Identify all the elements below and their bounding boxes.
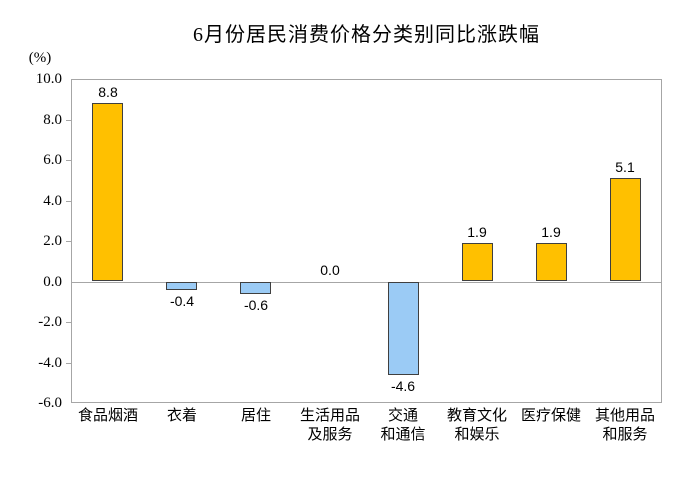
bar-value-label: 8.8: [98, 84, 118, 100]
zero-baseline: [72, 282, 661, 283]
bar: [462, 243, 493, 282]
bar: [240, 281, 271, 294]
bar: [536, 243, 567, 282]
y-tick-label: 2.0: [43, 233, 62, 249]
category-label: 居住: [240, 408, 271, 424]
y-tick-label: -2.0: [38, 314, 62, 330]
bar-value-label: 1.9: [467, 224, 487, 240]
bar-value-label: -0.6: [243, 297, 269, 313]
y-tick-label: 4.0: [43, 192, 62, 209]
y-tick-label: 6.0: [43, 152, 62, 168]
y-tick-mark: [66, 363, 71, 364]
bar: [610, 178, 641, 282]
bar: [92, 103, 123, 282]
y-tick-label: 0.0: [43, 273, 62, 290]
y-tick-label: -4.0: [38, 354, 62, 371]
category-label: 生活用品 及服务: [299, 408, 360, 443]
bar-value-label: -0.4: [169, 293, 195, 309]
bar-value-label: 1.9: [541, 224, 561, 240]
chart-title: 6月份居民消费价格分类别同比涨跌幅: [193, 24, 540, 46]
category-label: 食品烟酒: [77, 408, 138, 424]
bar: [388, 281, 419, 375]
y-tick-mark: [66, 322, 71, 323]
y-tick-label: 10.0: [35, 71, 62, 87]
bar-value-label: -4.6: [390, 378, 416, 394]
category-label: 其他用品 和服务: [594, 408, 655, 443]
category-label: 医疗保健: [520, 408, 581, 424]
y-tick-mark: [66, 160, 71, 161]
category-label: 教育文化 和娱乐: [446, 408, 507, 443]
bar: [166, 281, 197, 290]
bar-value-label: 0.0: [320, 262, 340, 278]
y-tick-mark: [66, 120, 71, 121]
bar-value-label: 5.1: [615, 159, 635, 175]
y-axis-unit-label: (%): [28, 50, 52, 66]
y-tick-mark: [66, 241, 71, 242]
y-tick-label: -6.0: [38, 395, 62, 411]
category-label: 衣着: [166, 408, 197, 424]
y-tick-label: 8.0: [43, 111, 62, 128]
category-label: 交通 和通信: [380, 408, 426, 443]
plot-area: [71, 79, 662, 403]
y-tick-mark: [66, 201, 71, 202]
